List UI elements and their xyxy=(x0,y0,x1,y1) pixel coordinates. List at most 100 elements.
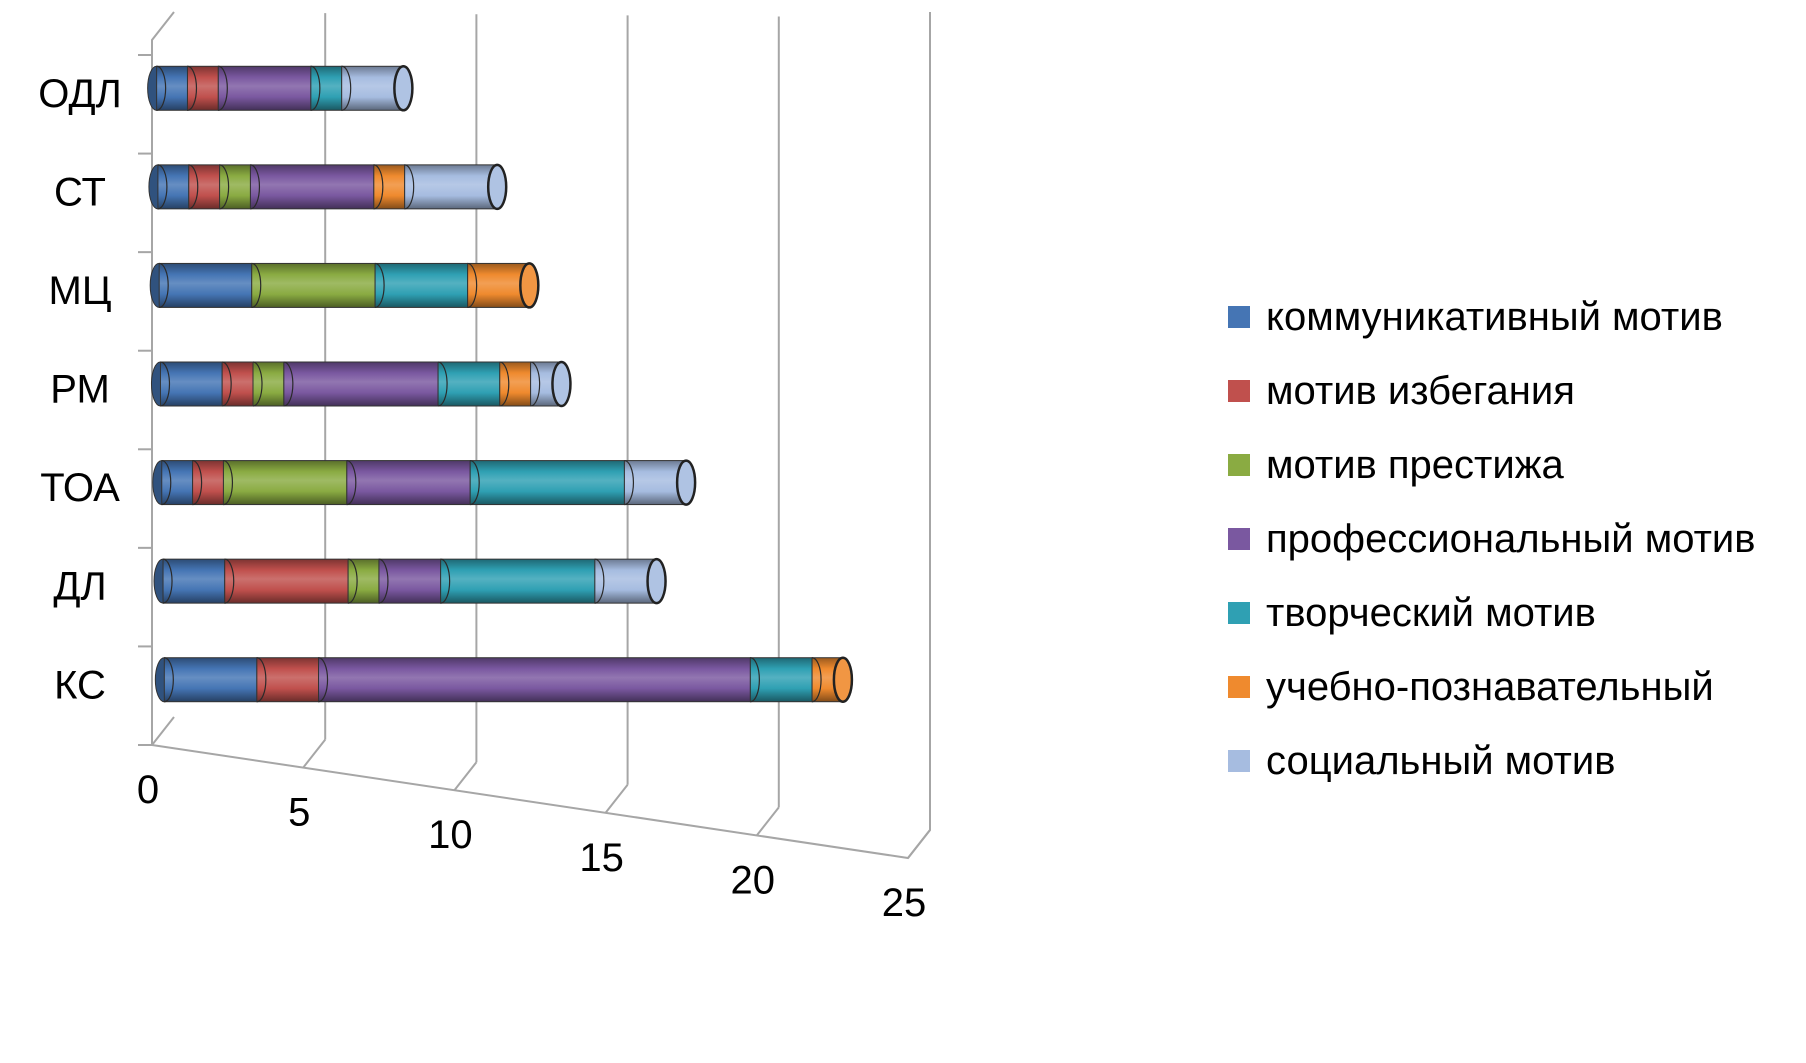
bar-group xyxy=(152,459,697,506)
bar-end-cap xyxy=(646,557,667,605)
legend-swatch xyxy=(1228,306,1250,328)
gridline-floor xyxy=(453,761,478,791)
category-label: ДЛ xyxy=(53,565,106,609)
bar-group xyxy=(147,65,414,112)
segment-seam xyxy=(161,459,172,506)
segment-seam xyxy=(624,459,635,506)
segment-seam xyxy=(811,657,822,703)
category-label: РМ xyxy=(50,368,110,412)
segment-seam xyxy=(283,361,294,407)
category-label: ТОА xyxy=(40,466,120,510)
bar-segment xyxy=(404,164,498,210)
segment-seam xyxy=(222,361,232,407)
segment-seam xyxy=(219,164,230,210)
bar-segment xyxy=(192,460,224,506)
segment-seam xyxy=(594,558,605,604)
legend-label: мотив избегания xyxy=(1266,368,1575,413)
legend-item: мотив избегания xyxy=(1228,354,1756,428)
segment-seam xyxy=(318,657,329,703)
x-tick-label: 20 xyxy=(731,858,776,902)
segment-seam xyxy=(160,361,171,407)
bar-segment xyxy=(499,361,532,407)
bar-group xyxy=(150,360,572,408)
segment-seam xyxy=(159,262,169,309)
gridline-floor xyxy=(302,738,326,769)
segment-seam xyxy=(470,459,480,506)
bar-segment xyxy=(256,657,320,703)
bar-segment xyxy=(161,460,194,506)
x-tick-label: 0 xyxy=(137,768,159,812)
gridline-floor xyxy=(756,806,780,837)
legend-label: учебно-познавательный xyxy=(1266,664,1714,709)
segment-seam xyxy=(378,558,389,604)
segment-seam xyxy=(750,657,760,703)
bar-segment xyxy=(251,262,376,308)
segment-seam xyxy=(346,459,357,506)
left-axis-line xyxy=(151,11,175,745)
bar-segment xyxy=(373,164,406,210)
bar-segment xyxy=(219,164,251,210)
segment-seam xyxy=(162,558,173,604)
legend-swatch xyxy=(1228,676,1250,698)
segment-seam xyxy=(404,164,415,210)
bar-segment xyxy=(156,65,188,111)
legend-item: социальный мотив xyxy=(1228,724,1756,798)
bar-segment xyxy=(162,558,226,604)
category-label: КС xyxy=(54,663,106,707)
legend-item: профессиональный мотив xyxy=(1228,502,1756,576)
category-label: МЦ xyxy=(49,269,112,313)
segment-seam xyxy=(223,459,234,506)
legend-label: мотив престижа xyxy=(1266,442,1564,487)
legend-swatch xyxy=(1228,528,1250,550)
bar-segment xyxy=(347,558,380,604)
legend-item: коммуникативный мотив xyxy=(1228,280,1756,354)
bar-segment xyxy=(749,657,813,703)
bar-group xyxy=(153,557,667,605)
gridline-floor xyxy=(604,784,629,814)
segment-seam xyxy=(310,65,321,111)
bar-end-cap xyxy=(393,65,414,112)
legend-label: социальный мотив xyxy=(1266,738,1616,783)
bar-segment xyxy=(163,657,258,703)
segment-seam xyxy=(530,361,541,407)
segment-seam xyxy=(250,164,261,210)
legend-label: творческий мотив xyxy=(1266,590,1596,635)
segment-seam xyxy=(218,65,228,111)
segment-seam xyxy=(224,558,235,604)
bar-segment xyxy=(440,558,596,604)
x-tick-label: 25 xyxy=(882,881,927,925)
bar-group xyxy=(148,163,508,211)
category-label: ОДЛ xyxy=(38,72,122,116)
x-tick-label: 5 xyxy=(288,791,310,835)
bar-segment xyxy=(346,460,471,506)
bar-segment xyxy=(157,164,190,210)
legend-item: учебно-познавательный xyxy=(1228,650,1756,724)
bar-end-cap xyxy=(519,262,540,309)
segment-seam xyxy=(188,164,199,210)
segment-seam xyxy=(373,164,384,210)
category-label: СТ xyxy=(54,170,106,214)
bar-segment xyxy=(252,361,285,407)
bar-segment xyxy=(159,361,223,407)
bar-segment xyxy=(341,65,404,111)
segment-seam xyxy=(252,361,263,407)
bar-end-cap xyxy=(551,360,572,408)
bar-segment xyxy=(378,558,442,604)
bar-group xyxy=(149,262,540,309)
bar-group xyxy=(154,656,854,703)
chart-area: 0 5 10 15 20 25 ОДЛ СТ МЦ РМ ТОА ДЛ КС xyxy=(38,11,931,925)
chart-svg: 0 5 10 15 20 25 ОДЛ СТ МЦ РМ ТОА ДЛ КС xyxy=(38,11,931,925)
gridline-floor xyxy=(907,829,931,859)
segment-seam xyxy=(467,262,478,309)
bar-segment xyxy=(594,558,658,604)
legend-item: творческий мотив xyxy=(1228,576,1756,650)
segment-seam xyxy=(156,65,167,111)
bar-end-cap xyxy=(486,163,508,211)
legend-swatch xyxy=(1228,602,1250,624)
segment-seam xyxy=(375,262,385,309)
bar-segment xyxy=(221,361,254,407)
legend-label: коммуникативный мотив xyxy=(1266,294,1723,339)
segment-seam xyxy=(348,558,358,604)
segment-seam xyxy=(437,361,448,407)
bar-segment xyxy=(224,558,349,604)
